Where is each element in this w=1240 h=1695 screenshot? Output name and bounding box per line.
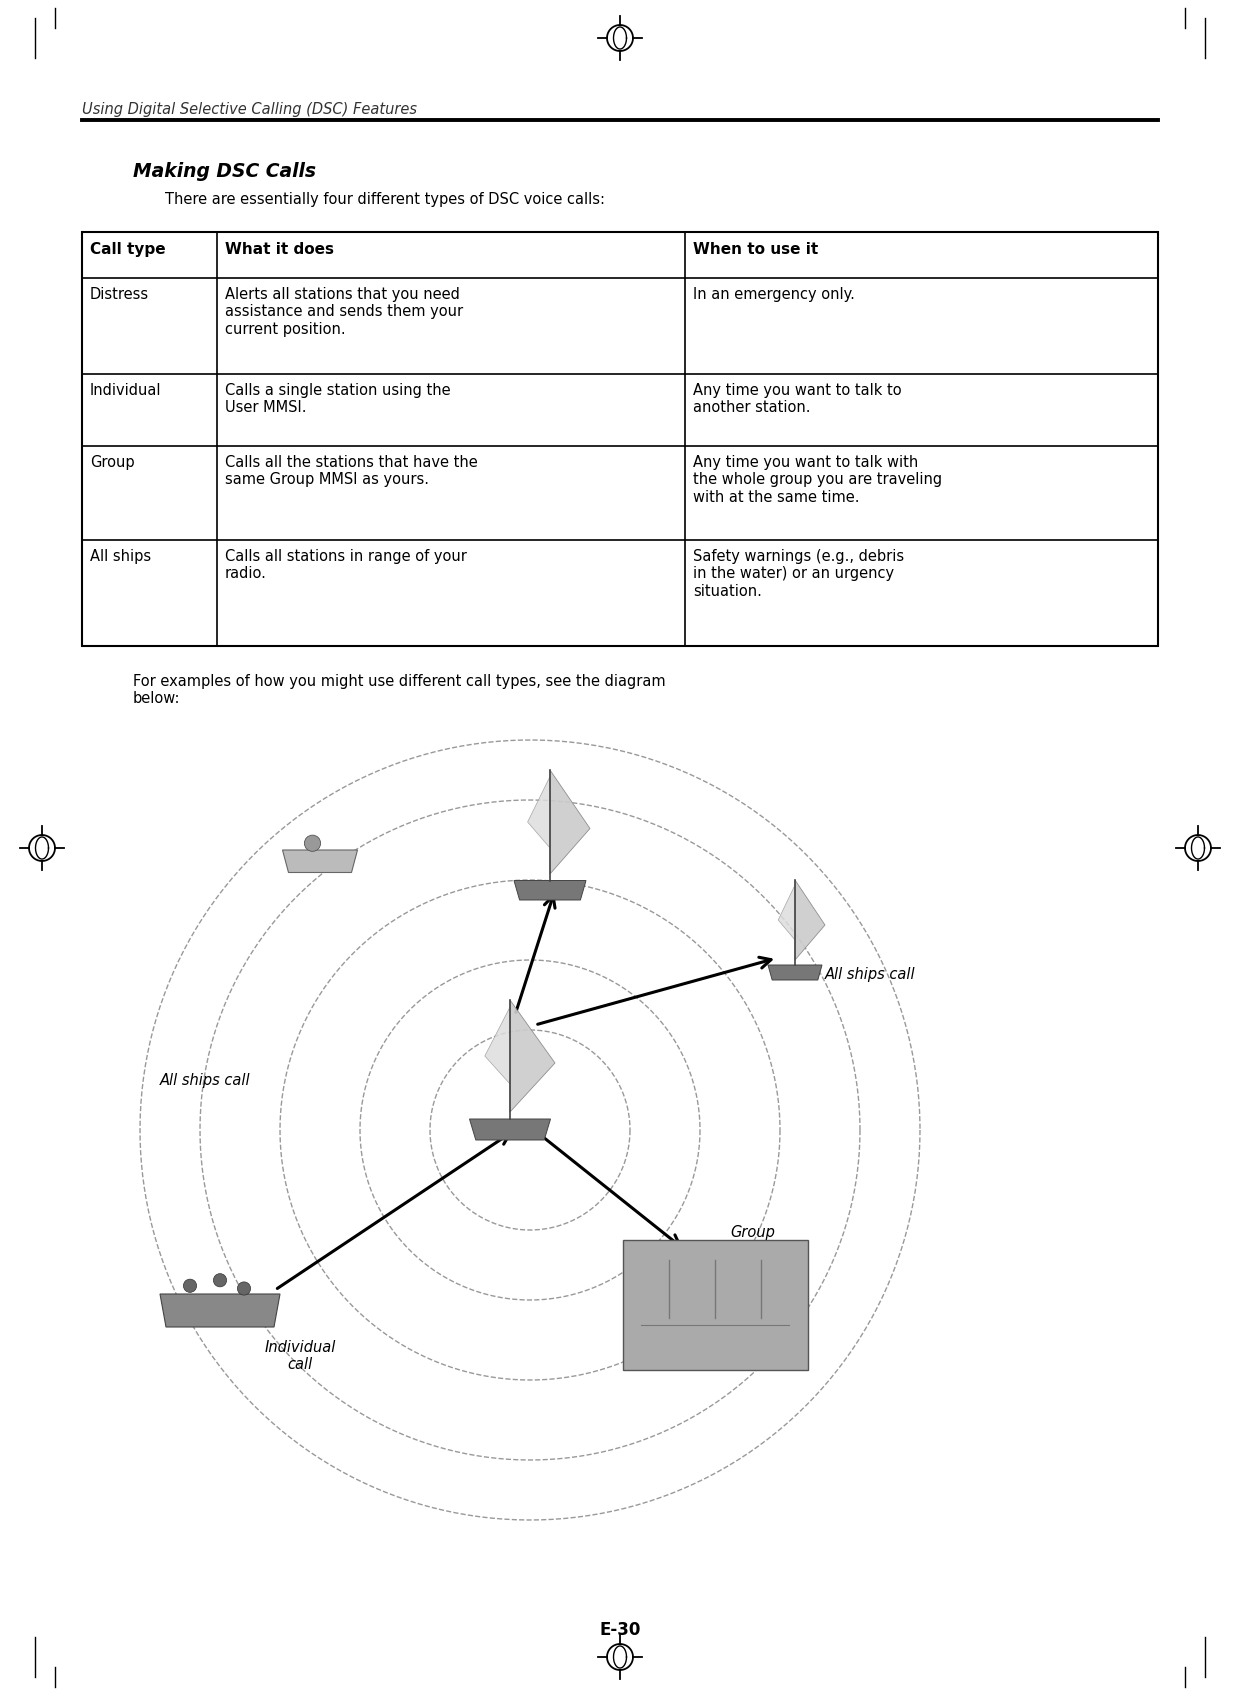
Text: All ships call: All ships call bbox=[160, 1073, 250, 1088]
Text: Making DSC Calls: Making DSC Calls bbox=[133, 163, 316, 181]
Polygon shape bbox=[768, 964, 822, 980]
Text: Any time you want to talk to
another station.: Any time you want to talk to another sta… bbox=[693, 383, 901, 415]
Text: All ships: All ships bbox=[91, 549, 151, 564]
Polygon shape bbox=[510, 1000, 556, 1112]
Text: For examples of how you might use different call types, see the diagram
below:: For examples of how you might use differ… bbox=[133, 675, 666, 707]
Polygon shape bbox=[527, 776, 551, 848]
Polygon shape bbox=[779, 885, 795, 941]
Bar bbox=[82, 232, 1158, 646]
Text: Call type: Call type bbox=[91, 242, 166, 258]
Polygon shape bbox=[470, 1119, 551, 1141]
Polygon shape bbox=[515, 880, 587, 900]
Circle shape bbox=[184, 1280, 197, 1292]
Text: E-30: E-30 bbox=[599, 1620, 641, 1639]
Bar bbox=[622, 1241, 807, 1370]
Polygon shape bbox=[283, 849, 357, 873]
Text: All ships call: All ships call bbox=[825, 968, 915, 983]
Text: What it does: What it does bbox=[224, 242, 334, 258]
Text: When to use it: When to use it bbox=[693, 242, 818, 258]
Text: Any time you want to talk with
the whole group you are traveling
with at the sam: Any time you want to talk with the whole… bbox=[693, 454, 942, 505]
Text: Group: Group bbox=[91, 454, 135, 470]
Circle shape bbox=[237, 1281, 250, 1295]
Text: Calls a single station using the
User MMSI.: Calls a single station using the User MM… bbox=[224, 383, 450, 415]
Text: Group
call: Group call bbox=[730, 1225, 775, 1258]
Text: There are essentially four different types of DSC voice calls:: There are essentially four different typ… bbox=[165, 192, 605, 207]
Text: Alerts all stations that you need
assistance and sends them your
current positio: Alerts all stations that you need assist… bbox=[224, 286, 463, 337]
Text: In an emergency only.: In an emergency only. bbox=[693, 286, 854, 302]
Circle shape bbox=[304, 836, 321, 851]
Text: Using Digital Selective Calling (DSC) Features: Using Digital Selective Calling (DSC) Fe… bbox=[82, 102, 417, 117]
Circle shape bbox=[213, 1273, 227, 1287]
Polygon shape bbox=[485, 1007, 510, 1085]
Text: Individual
call: Individual call bbox=[264, 1341, 336, 1373]
Polygon shape bbox=[160, 1293, 280, 1327]
Text: Distress: Distress bbox=[91, 286, 149, 302]
Text: Individual: Individual bbox=[91, 383, 161, 398]
Polygon shape bbox=[795, 880, 825, 959]
Polygon shape bbox=[551, 770, 590, 875]
Text: Calls all the stations that have the
same Group MMSI as yours.: Calls all the stations that have the sam… bbox=[224, 454, 477, 488]
Text: Calls all stations in range of your
radio.: Calls all stations in range of your radi… bbox=[224, 549, 467, 581]
Text: Safety warnings (e.g., debris
in the water) or an urgency
situation.: Safety warnings (e.g., debris in the wat… bbox=[693, 549, 904, 598]
